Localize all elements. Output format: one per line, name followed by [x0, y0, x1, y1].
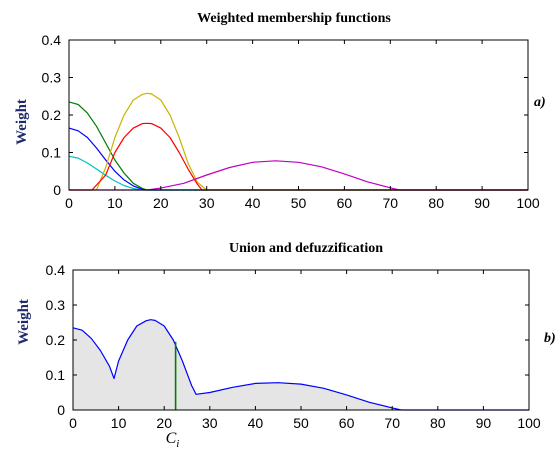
x-tick-label: 30 — [199, 195, 215, 211]
series-line-3 — [68, 155, 528, 191]
panel-label-b: b) — [544, 331, 556, 346]
y-tick-label: 0.1 — [42, 145, 62, 161]
x-tick-label: 20 — [153, 195, 169, 211]
x-tick-label: 100 — [517, 415, 541, 431]
series-line-1 — [68, 101, 528, 191]
y-tick-label: 0 — [57, 402, 65, 418]
series-line-2 — [68, 127, 528, 191]
y-tick-label: 0.2 — [46, 332, 66, 348]
x-tick-label: 10 — [107, 195, 123, 211]
panel-a: Weighted membership functions Weight a) … — [14, 11, 546, 211]
series-line-6 — [69, 160, 528, 191]
series-a — [68, 92, 528, 191]
series-area — [73, 319, 529, 410]
y-tick-label: 0.3 — [46, 297, 66, 313]
panel-label-a: a) — [534, 95, 546, 110]
x-tick-label: 0 — [69, 415, 77, 431]
defuzzified-value-symbol: C — [166, 430, 177, 447]
series-line-1 — [72, 319, 529, 411]
plot-frame-a — [68, 39, 529, 191]
x-tick-label: 40 — [245, 195, 261, 211]
y-tick-label: 0.2 — [42, 107, 62, 123]
tick-labels-b: 0 10 20 30 40 50 60 70 80 90 100 0 0.1 0.2 0.3 0.4 — [46, 262, 541, 431]
series-line-5 — [69, 122, 528, 191]
x-tick-label: 70 — [383, 195, 399, 211]
x-tick-label: 50 — [293, 415, 309, 431]
y-axis-label-a: Weight — [14, 99, 30, 145]
x-tick-label: 10 — [111, 415, 127, 431]
defuzzified-value-label: Ci — [166, 430, 180, 450]
y-tick-label: 0 — [53, 182, 61, 198]
y-tick-label: 0.3 — [42, 70, 62, 86]
y-tick-label: 0.4 — [42, 32, 62, 48]
x-tick-label: 80 — [428, 195, 444, 211]
series-line-4 — [69, 92, 528, 191]
x-tick-label: 20 — [156, 415, 172, 431]
defuzzified-value-subscript: i — [176, 438, 179, 450]
series-b — [72, 319, 529, 411]
chart-title-b: Union and defuzzification — [229, 241, 383, 256]
x-tick-label: 70 — [384, 415, 400, 431]
x-tick-label: 60 — [337, 195, 353, 211]
y-axis-label-b: Weight — [16, 299, 32, 345]
x-tick-label: 80 — [430, 415, 446, 431]
tick-marks-a — [68, 39, 529, 191]
x-tick-label: 50 — [291, 195, 307, 211]
x-tick-label: 30 — [202, 415, 218, 431]
x-tick-label: 60 — [339, 415, 355, 431]
y-tick-label: 0.1 — [46, 367, 66, 383]
tick-labels-a: 0 10 20 30 40 50 60 70 80 90 100 0 0.1 0.2 0.3 0.4 — [42, 32, 540, 211]
x-tick-label: 90 — [474, 195, 490, 211]
y-tick-label: 0.4 — [46, 262, 66, 278]
x-tick-label: 40 — [248, 415, 264, 431]
tick-marks-b — [72, 269, 530, 411]
x-tick-label: 100 — [516, 195, 540, 211]
chart-title-a: Weighted membership functions — [197, 11, 391, 26]
x-tick-label: 0 — [65, 195, 73, 211]
panel-b: Union and defuzzification Weight b) 0 10 2… — [16, 241, 556, 450]
x-tick-label: 90 — [476, 415, 492, 431]
